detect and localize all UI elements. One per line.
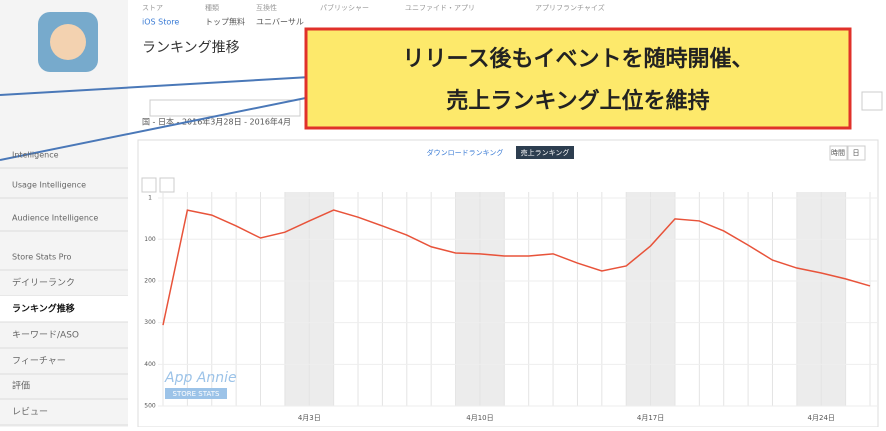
chart-panel [138,140,878,427]
sidebar-item[interactable]: ランキング推移 [12,303,75,315]
watermark: STORE STATS [173,390,220,398]
y-tick-label: 300 [144,319,156,326]
screen: ランキング推移 国 - 日本 - 2016年3月28日 - 2016年4月 4月… [0,0,886,427]
time-button-label: 時間 [831,149,845,157]
header-value: トップ無料 [205,17,245,27]
x-tick-label: 4月17日 [637,414,664,422]
sidebar-item[interactable]: フィーチャー [12,356,66,367]
y-tick-label: 400 [144,361,156,368]
header-value: ユニバーサル [256,18,304,27]
header-label: 種類 [205,3,219,12]
header-label: ストア [142,4,163,12]
header-label: ユニファイド・アプリ [405,4,475,12]
header-label: パブリッシャー [320,3,369,12]
callout-text: リリース後もイベントを随時開催、 [403,46,754,72]
header-label: アプリフランチャイズ [535,3,605,12]
sidebar-item[interactable]: Usage Intelligence [12,181,86,190]
y-tick-label: 100 [144,236,156,243]
page: ランキング推移 国 - 日本 - 2016年3月28日 - 2016年4月 4月… [0,0,886,427]
dropdown[interactable] [862,92,882,110]
reset-button[interactable] [142,178,156,192]
sidebar-item[interactable]: Store Stats Pro [12,253,71,262]
watermark: App Annie [164,370,237,386]
sidebar-item[interactable]: Audience Intelligence [12,214,98,223]
sidebar-item[interactable]: キーワード/ASO [12,331,79,341]
x-tick-label: 4月3日 [298,414,321,422]
y-tick-label: 500 [144,403,156,410]
header-label: 互換性 [256,3,277,12]
sidebar-item[interactable]: 評価 [12,380,30,392]
time-button-label: 日 [853,149,860,157]
x-tick-label: 4月10日 [466,414,493,422]
sidebar-item[interactable]: Intelligence [12,151,59,160]
y-tick-label: 1 [148,195,152,202]
sidebar-item[interactable]: デイリーランク [12,277,75,289]
app-icon-face [50,24,86,60]
x-tick-label: 4月24日 [808,414,835,422]
page-title: ランキング推移 [142,40,240,56]
zoom-button[interactable] [160,178,174,192]
y-tick-label: 200 [144,277,156,284]
sidebar-item[interactable]: レビュー [12,407,48,418]
tab[interactable]: 売上ランキング [521,148,570,157]
tab[interactable]: ダウンロードランキング [427,148,504,157]
header-value[interactable]: iOS Store [142,18,179,27]
filter: 国 - 日本 - 2016年3月28日 - 2016年4月 [142,117,291,127]
callout-text: 売上ランキング上位を維持 [446,88,709,114]
